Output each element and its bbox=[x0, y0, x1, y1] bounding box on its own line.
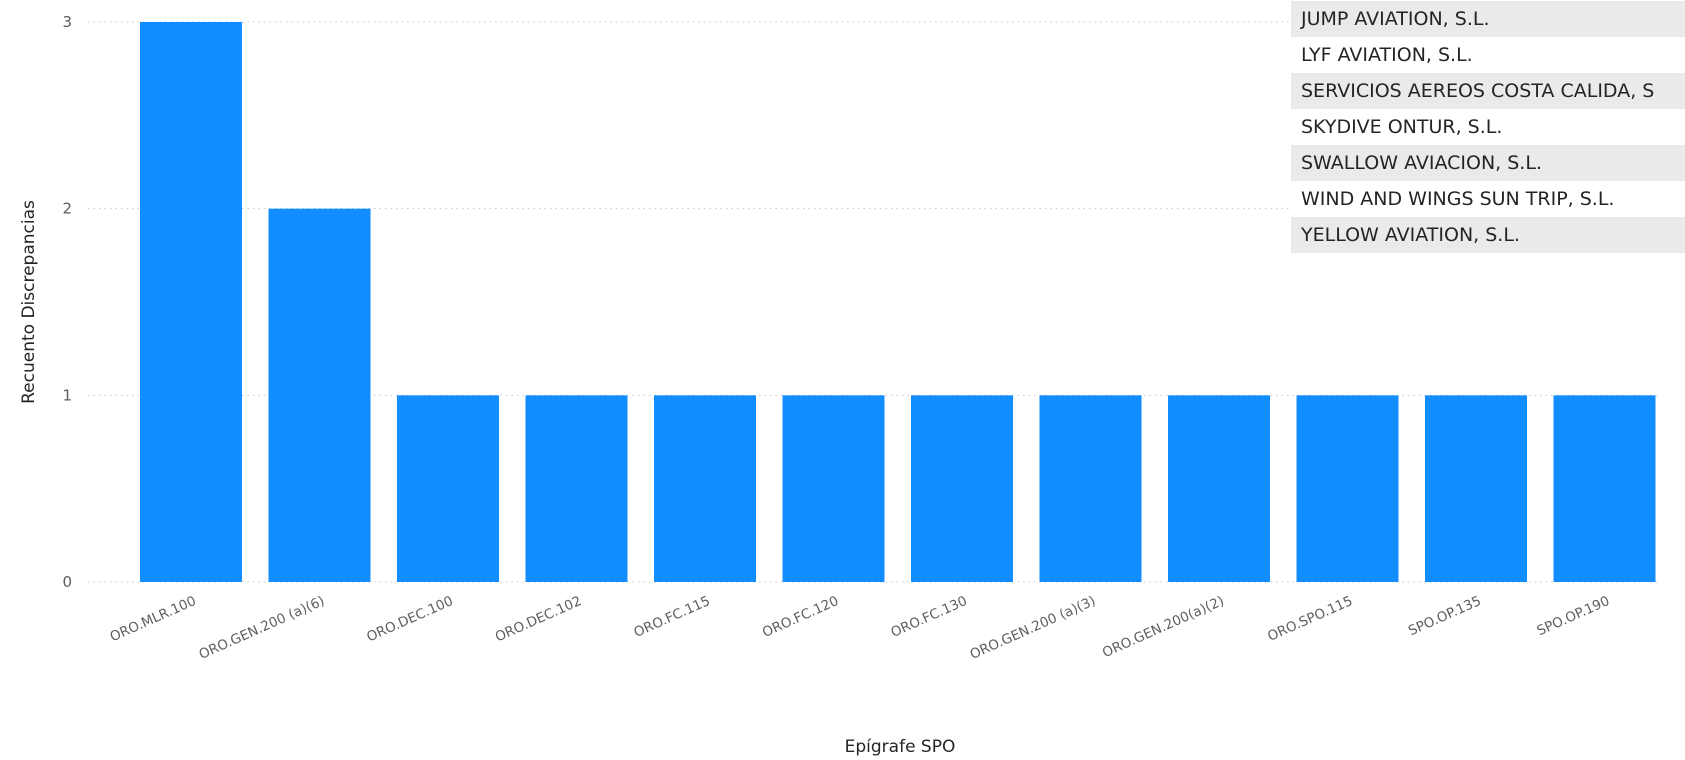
table-row[interactable]: SKYDIVE ONTUR, S.L. bbox=[1291, 109, 1685, 145]
x-axis-title: Epígrafe SPO bbox=[845, 737, 956, 757]
y-axis-ticks: 0 1 2 3 bbox=[62, 13, 72, 591]
x-tick-label: ORO.FC.115 bbox=[632, 593, 713, 641]
table-row[interactable]: SWALLOW AVIACION, S.L. bbox=[1291, 145, 1685, 181]
y-tick-label: 0 bbox=[62, 573, 72, 591]
bar[interactable] bbox=[1425, 395, 1527, 582]
table-row[interactable]: LYF AVIATION, S.L. bbox=[1291, 37, 1685, 73]
x-tick-label: ORO.GEN.200 (a)(6) bbox=[197, 593, 328, 663]
bar[interactable] bbox=[1168, 395, 1270, 582]
table-row[interactable]: YELLOW AVIATION, S.L. bbox=[1291, 217, 1685, 253]
x-tick-label: ORO.FC.130 bbox=[889, 593, 970, 641]
bar[interactable] bbox=[1296, 395, 1399, 582]
table-row[interactable]: JUMP AVIATION, S.L. bbox=[1291, 1, 1685, 37]
x-tick-label: ORO.DEC.100 bbox=[364, 593, 455, 645]
y-tick-label: 1 bbox=[62, 386, 72, 404]
x-tick-label: ORO.SPO.115 bbox=[1265, 593, 1355, 645]
bar[interactable] bbox=[1039, 395, 1142, 582]
bars bbox=[140, 22, 1656, 582]
bar[interactable] bbox=[268, 208, 371, 582]
x-tick-label: ORO.GEN.200 (a)(3) bbox=[968, 593, 1099, 663]
bar[interactable] bbox=[654, 395, 756, 582]
y-tick-label: 2 bbox=[62, 200, 72, 218]
bar[interactable] bbox=[782, 395, 885, 582]
x-tick-label: SPO.OP.190 bbox=[1535, 593, 1613, 639]
y-axis-title: Recuento Discrepancias bbox=[19, 200, 39, 404]
x-tick-label: ORO.MLR.100 bbox=[108, 593, 199, 645]
operator-table: JUMP AVIATION, S.L. LYF AVIATION, S.L. SER… bbox=[1291, 1, 1685, 253]
bar[interactable] bbox=[140, 22, 242, 582]
table-row[interactable]: SERVICIOS AEREOS COSTA CALIDA, S bbox=[1291, 73, 1685, 109]
bar[interactable] bbox=[525, 395, 628, 582]
x-tick-label: ORO.FC.120 bbox=[760, 593, 841, 641]
table-row[interactable]: WIND AND WINGS SUN TRIP, S.L. bbox=[1291, 181, 1685, 217]
x-tick-label: SPO.OP.135 bbox=[1406, 593, 1484, 639]
bar[interactable] bbox=[397, 395, 499, 582]
x-tick-label: ORO.DEC.102 bbox=[493, 593, 584, 645]
y-tick-label: 3 bbox=[62, 13, 72, 31]
bar[interactable] bbox=[911, 395, 1013, 582]
bar[interactable] bbox=[1553, 395, 1656, 582]
x-tick-label: ORO.GEN.200(a)(2) bbox=[1100, 593, 1227, 661]
